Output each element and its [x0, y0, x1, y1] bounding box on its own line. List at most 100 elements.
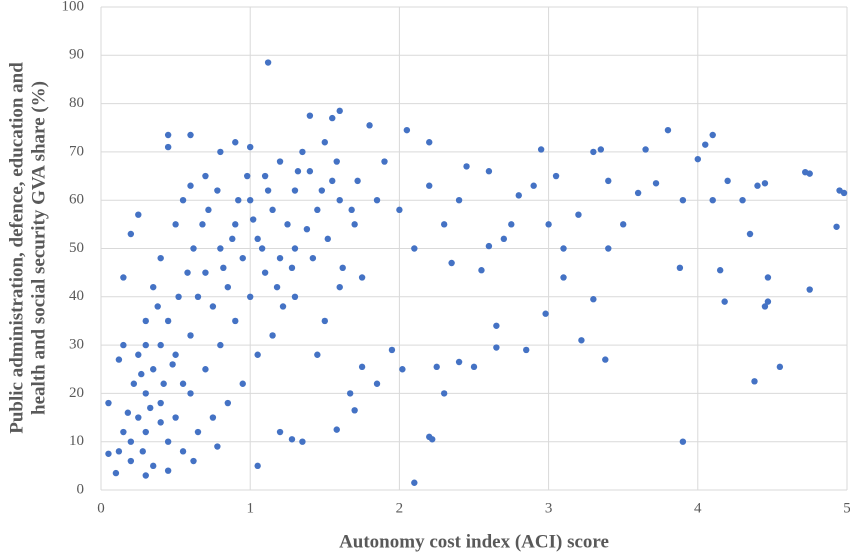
point	[179, 448, 187, 455]
point	[264, 187, 272, 194]
point	[142, 390, 149, 397]
point	[261, 269, 269, 276]
point	[388, 346, 396, 354]
point	[318, 187, 326, 194]
point	[164, 143, 172, 151]
point	[545, 221, 552, 228]
point	[172, 351, 179, 358]
point	[291, 293, 299, 300]
point	[217, 341, 224, 349]
point	[157, 341, 164, 349]
point	[339, 264, 346, 272]
point	[232, 221, 239, 228]
point	[724, 177, 731, 185]
point	[120, 274, 127, 281]
point	[351, 221, 358, 228]
point	[184, 269, 191, 276]
y-tick-label: 20	[69, 385, 84, 401]
point	[299, 438, 306, 445]
point	[105, 450, 112, 457]
point	[150, 366, 157, 373]
point	[346, 390, 354, 397]
point	[560, 274, 567, 281]
point	[575, 211, 582, 218]
point	[761, 303, 769, 310]
point	[314, 206, 321, 214]
point	[112, 469, 120, 477]
point	[381, 158, 388, 165]
point	[552, 172, 560, 180]
point	[288, 264, 296, 272]
point	[138, 370, 145, 378]
point	[254, 462, 261, 470]
point	[247, 143, 254, 151]
point	[702, 141, 709, 148]
point	[493, 322, 500, 329]
point	[142, 428, 149, 436]
point	[833, 223, 840, 230]
point	[276, 428, 284, 436]
point	[232, 317, 239, 325]
point	[147, 404, 154, 412]
point	[239, 380, 246, 387]
point	[358, 274, 366, 281]
point	[336, 197, 343, 204]
point	[348, 206, 355, 214]
point	[679, 438, 687, 445]
point	[515, 192, 522, 199]
point	[269, 332, 276, 339]
point	[336, 107, 343, 115]
point	[303, 225, 311, 233]
point	[142, 341, 149, 349]
point	[139, 448, 146, 455]
point	[276, 158, 284, 165]
y-axis-title: health and social security GVA share (%)	[28, 81, 49, 415]
point	[306, 168, 314, 175]
point	[776, 363, 784, 371]
point	[642, 146, 649, 153]
point	[214, 187, 221, 194]
x-tick-label: 4	[694, 500, 702, 516]
point	[470, 363, 478, 371]
point	[175, 293, 182, 300]
point	[194, 428, 202, 436]
point	[329, 114, 336, 122]
point	[209, 414, 217, 421]
point	[329, 177, 336, 185]
point	[164, 131, 172, 139]
x-tick-label: 2	[396, 500, 404, 516]
point	[217, 245, 224, 252]
x-tick-label: 0	[97, 500, 105, 516]
y-tick-label: 70	[69, 143, 84, 159]
point	[754, 182, 761, 189]
point	[605, 245, 612, 252]
point	[135, 351, 142, 358]
point	[288, 436, 296, 443]
point	[127, 230, 135, 238]
point	[261, 172, 269, 180]
point	[751, 378, 758, 385]
point	[150, 462, 157, 470]
point	[217, 148, 224, 156]
point	[537, 146, 545, 153]
point	[254, 351, 261, 358]
point	[247, 293, 254, 300]
point	[154, 303, 161, 310]
point	[150, 283, 157, 291]
point	[500, 235, 508, 243]
point	[224, 399, 232, 407]
point	[202, 269, 209, 276]
point	[157, 254, 164, 262]
point	[721, 298, 728, 305]
point	[309, 254, 317, 262]
point	[463, 163, 470, 170]
y-tick-label: 100	[62, 0, 85, 14]
point	[187, 131, 194, 139]
point	[523, 346, 530, 354]
x-tick-label: 1	[246, 500, 254, 516]
point	[306, 112, 314, 119]
point	[429, 436, 436, 443]
point	[299, 148, 306, 156]
point	[115, 448, 123, 455]
x-tick-label: 3	[545, 500, 553, 516]
